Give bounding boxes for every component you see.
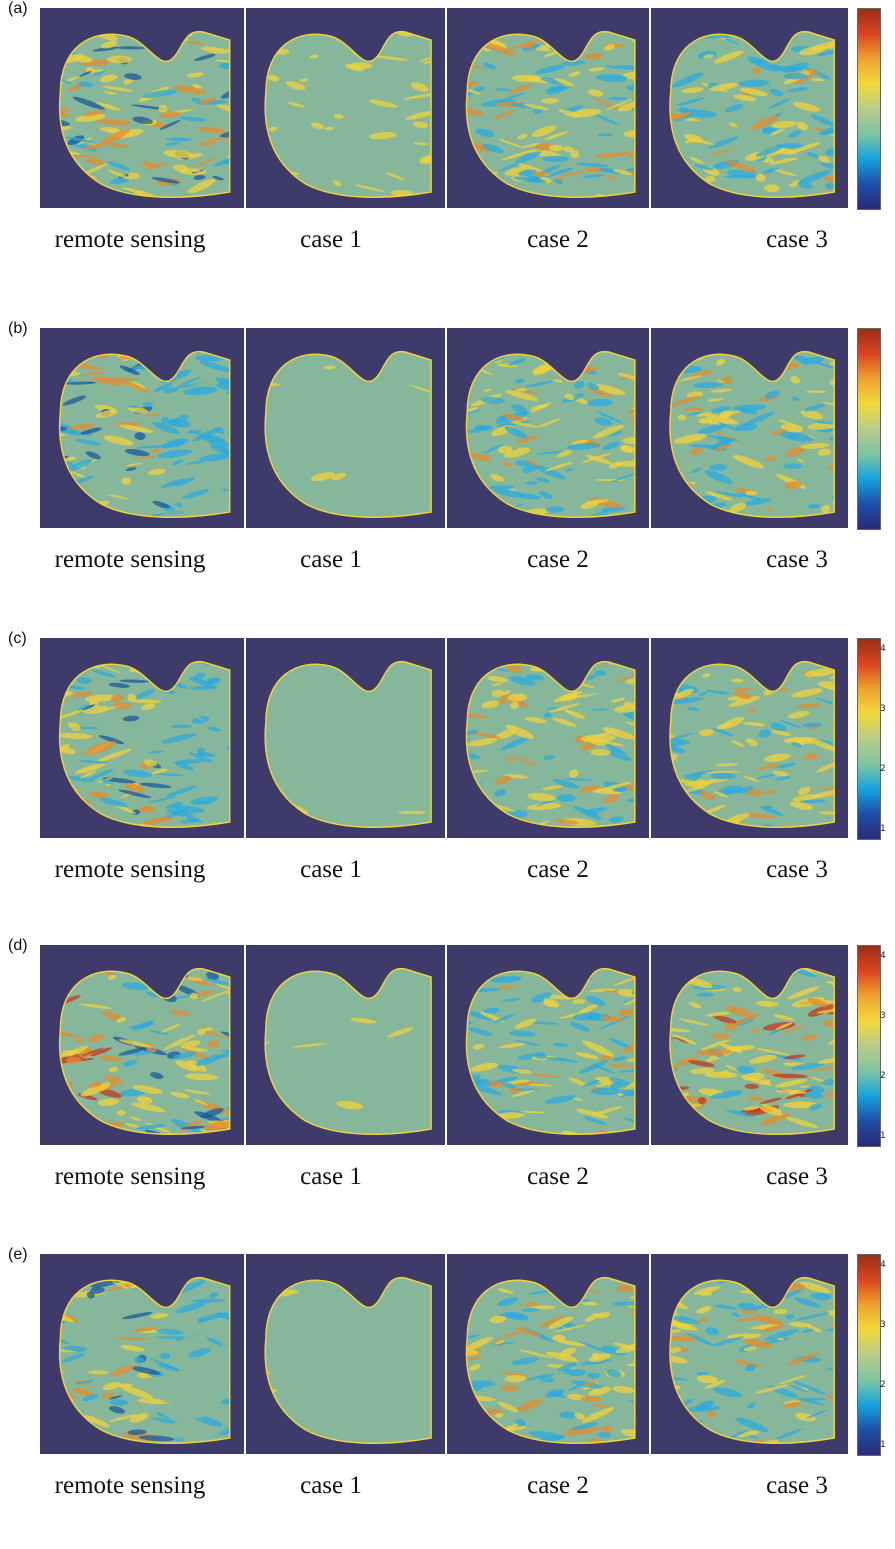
panel-caption: case 2 [527,546,589,573]
map-panel [246,328,445,528]
map-image [264,1276,432,1445]
map-image [465,660,636,829]
figure-row-1: (b) remote sensing case 1 case 2 case 3 [0,320,895,600]
colorbar-tick-label: 2 [880,1380,886,1390]
figure-row-2: (c) remote sensing case 1 case 2 case 3 4 3 2 1 [0,630,895,910]
map-panel [246,8,445,208]
map-image [264,660,432,829]
colorbar [857,638,881,840]
map-panel [447,8,649,208]
map-image [465,30,636,199]
panel-caption: remote sensing [54,226,206,253]
row-label: (c) [8,630,27,647]
map-image [58,660,231,829]
map-panel [40,638,244,838]
panel-caption: case 1 [300,226,362,253]
panel-caption: case 3 [766,1472,828,1499]
map-image [58,1276,231,1445]
map-image [58,30,231,199]
map-image [58,967,231,1136]
map-panel [447,328,649,528]
map-image [465,967,636,1136]
figure-row-3: (d) remote sensing case 1 case 2 case 3 4 3 2 1 [0,937,895,1217]
colorbar [857,945,881,1147]
colorbar-tick-labels: 4 3 2 1 [860,945,890,1145]
row-label: (e) [8,1246,28,1263]
map-image [58,350,231,519]
colorbar-tick-label: 2 [880,764,886,774]
colorbar-tick-label: 1 [880,1131,886,1141]
panel-caption: case 1 [300,1163,362,1190]
map-panel [40,8,244,208]
map-panel [40,1254,244,1454]
panel-caption: case 2 [527,856,589,883]
colorbar-tick-label: 1 [880,824,886,834]
map-image [669,350,835,519]
panel-caption: case 1 [300,856,362,883]
map-image [264,967,432,1136]
colorbar [857,1254,881,1456]
panel-caption: case 2 [527,1472,589,1499]
panel-caption: case 3 [766,226,828,253]
colorbar-tick-label: 4 [880,1260,886,1270]
panel-caption: remote sensing [54,1472,206,1499]
colorbar-tick-label: 3 [880,704,886,714]
row-label: (b) [8,320,28,337]
map-panel [651,1254,848,1454]
colorbar [857,8,881,210]
map-panel [40,945,244,1145]
map-panel [447,1254,649,1454]
row-label: (a) [8,0,28,17]
map-image [465,350,636,519]
map-image [669,660,835,829]
map-panel [651,945,848,1145]
map-panel [447,945,649,1145]
panel-caption: case 3 [766,1163,828,1190]
panel-caption: remote sensing [54,856,206,883]
colorbar-tick-labels: 4 3 2 1 [860,638,890,838]
map-image [669,967,835,1136]
colorbar-tick-label: 1 [880,1440,886,1450]
map-panel [651,328,848,528]
map-panel [246,945,445,1145]
panel-caption: remote sensing [54,1163,206,1190]
colorbar-tick-label: 2 [880,1071,886,1081]
panel-caption: case 2 [527,1163,589,1190]
panel-caption: case 1 [300,546,362,573]
panel-caption: remote sensing [54,546,206,573]
panel-caption: case 1 [300,1472,362,1499]
map-image [465,1276,636,1445]
colorbar-tick-label: 3 [880,1011,886,1021]
colorbar-tick-label: 4 [880,644,886,654]
map-panel [246,1254,445,1454]
figure-row-0: (a) remote sensing case 1 case 2 case 3 [0,0,895,280]
map-panel [447,638,649,838]
colorbar-tick-label: 3 [880,1320,886,1330]
panel-caption: case 3 [766,546,828,573]
panel-caption: case 3 [766,856,828,883]
panel-caption: case 2 [527,226,589,253]
row-label: (d) [8,937,28,954]
map-image [264,350,432,519]
map-panel [651,638,848,838]
map-panel [651,8,848,208]
colorbar [857,328,881,530]
colorbar-tick-label: 4 [880,951,886,961]
map-image [669,1276,835,1445]
colorbar-tick-labels: 4 3 2 1 [860,1254,890,1454]
figure-row-4: (e) remote sensing case 1 case 2 case 3 4 3 2 1 [0,1246,895,1526]
map-image [669,30,835,199]
map-image [264,30,432,199]
map-panel [40,328,244,528]
map-panel [246,638,445,838]
